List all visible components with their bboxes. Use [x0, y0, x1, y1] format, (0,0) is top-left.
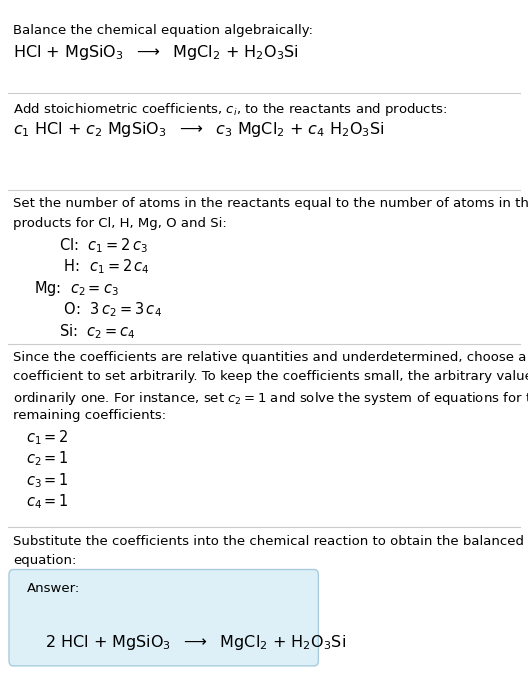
Text: Add stoichiometric coefficients, $c_i$, to the reactants and products:: Add stoichiometric coefficients, $c_i$, … [13, 101, 447, 118]
Text: Mg:  $c_2 = c_3$: Mg: $c_2 = c_3$ [34, 279, 119, 298]
Text: Cl:  $c_1 = 2\,c_3$: Cl: $c_1 = 2\,c_3$ [50, 236, 148, 255]
Text: Substitute the coefficients into the chemical reaction to obtain the balanced: Substitute the coefficients into the che… [13, 535, 524, 548]
Text: ordinarily one. For instance, set $c_2 = 1$ and solve the system of equations fo: ordinarily one. For instance, set $c_2 =… [13, 390, 528, 406]
Text: Set the number of atoms in the reactants equal to the number of atoms in the: Set the number of atoms in the reactants… [13, 197, 528, 210]
Text: Answer:: Answer: [26, 582, 80, 594]
Text: $c_2 = 1$: $c_2 = 1$ [26, 450, 69, 468]
FancyBboxPatch shape [9, 570, 318, 666]
Text: 2 HCl + MgSiO$_3$  $\longrightarrow$  MgCl$_2$ + H$_2$O$_3$Si: 2 HCl + MgSiO$_3$ $\longrightarrow$ MgCl… [45, 633, 346, 652]
Text: coefficient to set arbitrarily. To keep the coefficients small, the arbitrary va: coefficient to set arbitrarily. To keep … [13, 371, 528, 384]
Text: $c_3 = 1$: $c_3 = 1$ [26, 471, 69, 490]
Text: Si:  $c_2 = c_4$: Si: $c_2 = c_4$ [50, 322, 136, 341]
Text: $c_4 = 1$: $c_4 = 1$ [26, 493, 69, 512]
Text: $c_1$ HCl + $c_2$ MgSiO$_3$  $\longrightarrow$  $c_3$ MgCl$_2$ + $c_4$ H$_2$O$_3: $c_1$ HCl + $c_2$ MgSiO$_3$ $\longrighta… [13, 120, 385, 140]
Text: products for Cl, H, Mg, O and Si:: products for Cl, H, Mg, O and Si: [13, 217, 227, 230]
Text: $c_1 = 2$: $c_1 = 2$ [26, 428, 69, 447]
Text: HCl + MgSiO$_3$  $\longrightarrow$  MgCl$_2$ + H$_2$O$_3$Si: HCl + MgSiO$_3$ $\longrightarrow$ MgCl$_… [13, 42, 299, 62]
Text: Since the coefficients are relative quantities and underdetermined, choose a: Since the coefficients are relative quan… [13, 351, 526, 364]
Text: O:  $3\,c_2 = 3\,c_4$: O: $3\,c_2 = 3\,c_4$ [50, 301, 162, 319]
Text: equation:: equation: [13, 554, 77, 568]
Text: Balance the chemical equation algebraically:: Balance the chemical equation algebraica… [13, 24, 313, 36]
Text: remaining coefficients:: remaining coefficients: [13, 408, 166, 422]
Text: H:  $c_1 = 2\,c_4$: H: $c_1 = 2\,c_4$ [50, 257, 150, 276]
